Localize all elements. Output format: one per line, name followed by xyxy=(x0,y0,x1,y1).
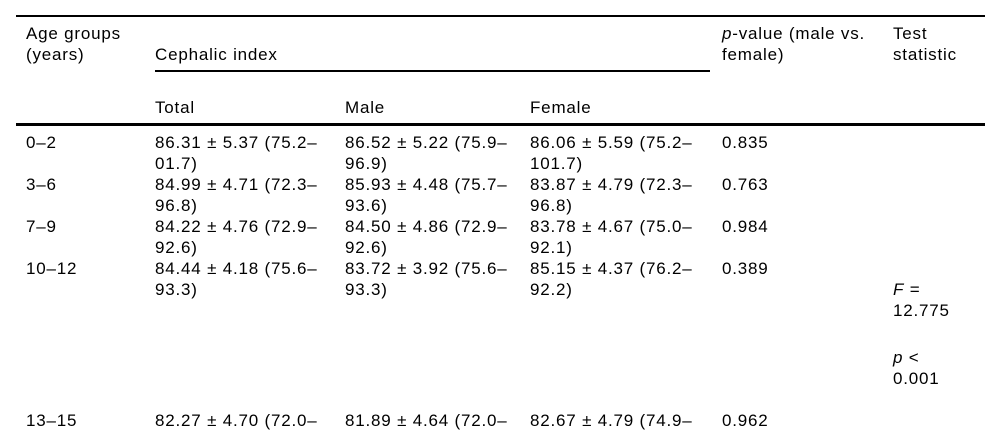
table-row: 13–15 82.27 ± 4.70 (72.0– 92.3) 81.89 ± … xyxy=(16,410,985,434)
cell-test-statistic xyxy=(893,410,985,434)
cell-age-group: 10–12 xyxy=(26,259,78,278)
cell-test-statistic xyxy=(893,216,985,258)
cell-total: 82.27 ± 4.70 (72.0– 92.3) xyxy=(155,411,318,434)
cell-male: 84.50 ± 4.86 (72.9– 92.6) xyxy=(345,217,508,257)
cell-female: 83.78 ± 4.67 (75.0– 92.1) xyxy=(530,217,693,257)
cell-age-group: 13–15 xyxy=(26,411,78,430)
column-group-cephalic-index: Cephalic index xyxy=(155,16,722,93)
column-header-test-statistic: Test statistic xyxy=(893,16,985,126)
cell-female: 86.06 ± 5.59 (75.2– 101.7) xyxy=(530,133,693,173)
column-header-male: Male xyxy=(345,93,530,126)
column-header-p-value: p-value (male vs. female) xyxy=(722,16,893,126)
p-value-italic-p: p xyxy=(722,24,733,43)
p-statistic-italic-p: p xyxy=(893,348,904,367)
column-header-age-groups: Age groups (years) xyxy=(16,16,155,126)
header-row-sub: Total Male Female xyxy=(16,93,985,126)
cell-age-group: 7–9 xyxy=(26,217,57,236)
cephalic-index-table: Age groups (years) Cephalic index p-valu… xyxy=(16,15,985,434)
f-statistic: F = 12.775 xyxy=(893,279,985,321)
column-header-female: Female xyxy=(530,93,722,126)
cell-male: 81.89 ± 4.64 (72.0– 92.3) xyxy=(345,411,508,434)
cell-p-value: 0.763 xyxy=(722,175,769,194)
cell-total: 84.99 ± 4.71 (72.3– 96.8) xyxy=(155,175,318,215)
p-value-label-rest: -value (male vs. female) xyxy=(722,24,866,64)
cell-test-statistic xyxy=(893,174,985,216)
cell-male: 83.72 ± 3.92 (75.6– 93.3) xyxy=(345,259,508,299)
cell-female: 85.15 ± 4.37 (76.2– 92.2) xyxy=(530,259,693,299)
cell-total: 84.44 ± 4.18 (75.6– 93.3) xyxy=(155,259,318,299)
cell-total: 86.31 ± 5.37 (75.2– 01.7) xyxy=(155,133,318,173)
cell-female: 83.87 ± 4.79 (72.3– 96.8) xyxy=(530,175,693,215)
p-statistic: p < 0.001 xyxy=(893,347,985,389)
cell-p-value: 0.389 xyxy=(722,259,769,278)
header-row-main: Age groups (years) Cephalic index p-valu… xyxy=(16,16,985,126)
cell-total: 84.22 ± 4.76 (72.9– 92.6) xyxy=(155,217,318,257)
cell-male: 86.52 ± 5.22 (75.9– 96.9) xyxy=(345,133,508,173)
cell-age-group: 3–6 xyxy=(26,175,57,194)
cell-p-value: 0.962 xyxy=(722,411,769,430)
cell-test-statistic: F = 12.775 p < 0.001 xyxy=(893,258,985,410)
cephalic-index-group-label: Cephalic index xyxy=(155,44,710,72)
f-statistic-italic-f: F xyxy=(893,280,905,299)
table-header: Age groups (years) Cephalic index p-valu… xyxy=(16,16,985,126)
cell-female: 82.67 ± 4.79 (74.9– 91.2) xyxy=(530,411,693,434)
cell-p-value: 0.835 xyxy=(722,133,769,152)
f-statistic-value: = 12.775 xyxy=(893,280,950,320)
table-row: 7–9 84.22 ± 4.76 (72.9– 92.6) 84.50 ± 4.… xyxy=(16,216,985,258)
cell-age-group: 0–2 xyxy=(26,133,57,152)
cell-p-value: 0.984 xyxy=(722,217,769,236)
table-row: 0–2 86.31 ± 5.37 (75.2– 01.7) 86.52 ± 5.… xyxy=(16,125,985,175)
cell-male: 85.93 ± 4.48 (75.7– 93.6) xyxy=(345,175,508,215)
table-body: 0–2 86.31 ± 5.37 (75.2– 01.7) 86.52 ± 5.… xyxy=(16,125,985,434)
cell-test-statistic xyxy=(893,125,985,175)
table-row: 10–12 84.44 ± 4.18 (75.6– 93.3) 83.72 ± … xyxy=(16,258,985,410)
table-row: 3–6 84.99 ± 4.71 (72.3– 96.8) 85.93 ± 4.… xyxy=(16,174,985,216)
p-statistic-value: < 0.001 xyxy=(893,348,940,388)
column-header-total: Total xyxy=(155,93,345,126)
